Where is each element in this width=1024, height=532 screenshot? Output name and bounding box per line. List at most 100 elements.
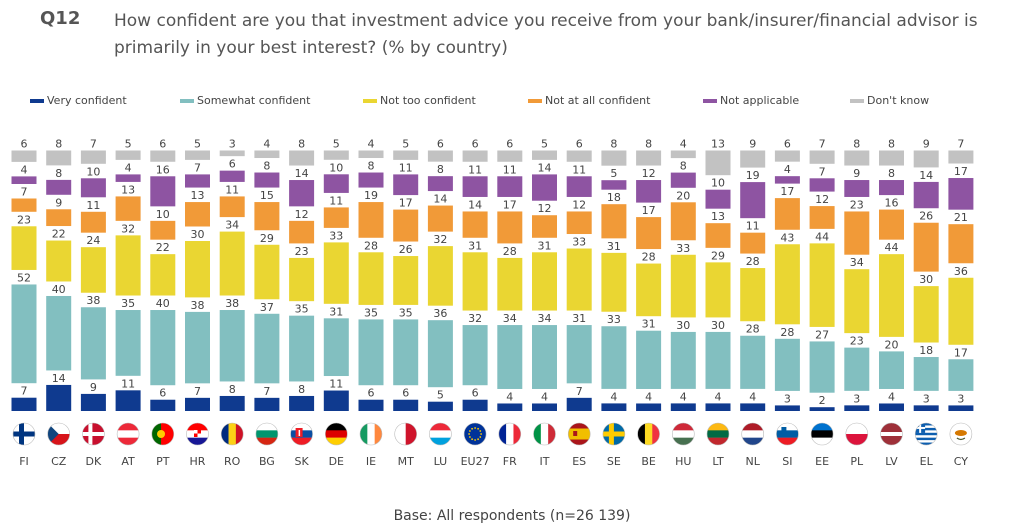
bar-segment bbox=[636, 180, 662, 203]
data-label: 24 bbox=[86, 234, 100, 247]
data-label: 29 bbox=[711, 249, 725, 262]
bar-segment bbox=[254, 202, 280, 231]
data-label: 4 bbox=[680, 138, 687, 151]
data-label: 11 bbox=[225, 183, 239, 196]
bar-segment bbox=[323, 390, 349, 411]
data-label: 28 bbox=[746, 255, 760, 268]
data-label: 28 bbox=[364, 239, 378, 252]
data-label: 7 bbox=[819, 165, 826, 178]
bar-segment bbox=[46, 209, 72, 227]
bar-segment bbox=[150, 220, 176, 240]
data-label: 23 bbox=[17, 213, 31, 226]
data-label: 5 bbox=[194, 138, 201, 151]
bar-group-hr: 7 38 30 13 7 5 HR bbox=[185, 138, 210, 468]
bar-segment bbox=[532, 325, 557, 389]
data-label: 14 bbox=[295, 167, 309, 180]
data-label: 6 bbox=[21, 138, 28, 151]
bar-segment bbox=[913, 181, 939, 209]
bar-segment bbox=[80, 178, 106, 198]
data-label: 3 bbox=[229, 138, 236, 151]
bar-segment bbox=[289, 150, 315, 166]
bar-segment bbox=[11, 226, 37, 270]
data-label: 6 bbox=[229, 158, 236, 171]
bar-segment bbox=[740, 335, 766, 389]
data-label: 7 bbox=[576, 385, 583, 398]
data-label: 35 bbox=[295, 303, 309, 316]
chart-legend: Very confident Somewhat confident Not to… bbox=[0, 94, 1024, 110]
bar-group-eu27: 6 32 31 14 11 6 EU27 bbox=[461, 138, 490, 469]
bar-group-be: 4 31 28 17 12 8 BE bbox=[636, 138, 662, 468]
data-label: 11 bbox=[86, 199, 100, 212]
data-label: 8 bbox=[229, 383, 236, 396]
bar-segment bbox=[879, 209, 904, 240]
data-label: 4 bbox=[680, 390, 687, 403]
bar-segment bbox=[393, 319, 419, 386]
data-label: 26 bbox=[919, 210, 933, 223]
data-label: 12 bbox=[642, 167, 656, 180]
data-label: 21 bbox=[954, 211, 968, 224]
bar-segment bbox=[844, 347, 870, 391]
data-label: 9 bbox=[55, 196, 62, 209]
data-label: 30 bbox=[676, 319, 690, 332]
data-label: 19 bbox=[746, 169, 760, 182]
data-label: 7 bbox=[21, 385, 28, 398]
data-label: 36 bbox=[433, 307, 447, 320]
bar-group-pl: 3 23 34 23 9 8 PL bbox=[844, 138, 870, 468]
bar-segment bbox=[80, 247, 106, 293]
data-label: 31 bbox=[572, 312, 586, 325]
data-label: 8 bbox=[298, 383, 305, 396]
data-label: 4 bbox=[125, 161, 132, 174]
tick-label: RO bbox=[224, 455, 241, 468]
bar-segment bbox=[532, 215, 557, 238]
data-label: 8 bbox=[55, 138, 62, 151]
data-label: 38 bbox=[191, 299, 205, 312]
data-label: 17 bbox=[642, 204, 656, 217]
bar-segment bbox=[358, 172, 384, 188]
data-label: 40 bbox=[156, 297, 170, 310]
data-label: 14 bbox=[468, 198, 482, 211]
flag-hu-icon bbox=[671, 422, 695, 446]
data-label: 8 bbox=[680, 160, 687, 173]
bar-segment bbox=[46, 150, 72, 166]
bar-segment bbox=[879, 403, 904, 411]
bar-segment bbox=[566, 325, 592, 384]
bar-segment bbox=[601, 403, 627, 411]
bar-segment bbox=[532, 150, 557, 160]
data-label: 33 bbox=[329, 229, 343, 242]
data-label: 6 bbox=[159, 387, 166, 400]
data-label: 14 bbox=[433, 193, 447, 206]
bar-segment bbox=[497, 257, 523, 311]
bar-segment bbox=[11, 284, 37, 384]
flag-nl-icon bbox=[741, 422, 765, 446]
tick-label: AT bbox=[121, 455, 135, 468]
data-label: 13 bbox=[191, 189, 205, 202]
legend-swatch bbox=[363, 99, 377, 103]
bar-segment bbox=[948, 405, 974, 411]
flag-gr-icon bbox=[914, 422, 938, 446]
flag-fi-icon bbox=[12, 422, 36, 446]
question-text: How confident are you that investment ad… bbox=[114, 11, 978, 58]
bar-segment bbox=[323, 207, 349, 228]
bar-segment bbox=[913, 222, 939, 272]
bar-segment bbox=[393, 209, 419, 242]
data-label: 3 bbox=[853, 392, 860, 405]
data-label: 5 bbox=[125, 138, 132, 151]
data-label: 9 bbox=[90, 381, 97, 394]
legend-swatch bbox=[30, 99, 44, 103]
bar-segment bbox=[289, 315, 315, 382]
data-label: 28 bbox=[780, 326, 794, 339]
bar-segment bbox=[809, 243, 835, 327]
data-label: 52 bbox=[17, 271, 31, 284]
data-label: 14 bbox=[538, 161, 552, 174]
legend-not-applicable: Not applicable bbox=[703, 94, 799, 107]
data-label: 35 bbox=[399, 306, 413, 319]
data-label: 14 bbox=[52, 372, 66, 385]
tick-label: EU27 bbox=[461, 455, 490, 468]
bar-segment bbox=[948, 178, 974, 210]
data-label: 4 bbox=[368, 138, 375, 151]
bar-segment bbox=[150, 176, 176, 207]
bar-segment bbox=[670, 150, 696, 159]
data-label: 28 bbox=[642, 251, 656, 264]
bar-segment bbox=[844, 211, 870, 255]
bar-segment bbox=[532, 174, 557, 201]
